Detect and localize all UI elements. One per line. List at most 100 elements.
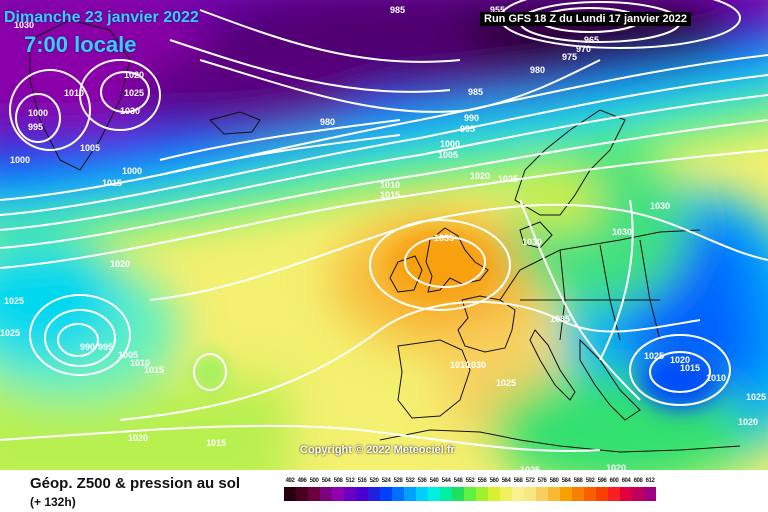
isobar-label: 1000 <box>122 166 142 176</box>
isobar-label: 995 <box>460 124 475 134</box>
legend-label: 504 <box>321 478 331 484</box>
legend-label: 592 <box>585 478 595 484</box>
isobar-label: 1025 <box>0 328 20 338</box>
isobar-label: 1030 <box>612 227 632 237</box>
isobar-label: 980 <box>320 117 335 127</box>
map-footer: Géop. Z500 & pression au sol (+ 132h) 49… <box>0 470 768 512</box>
legend-swatch <box>404 487 416 501</box>
isobar-label: 1030 <box>14 20 34 30</box>
isobar-label: 985 <box>390 5 405 15</box>
isobar-label: 1035 <box>550 314 570 324</box>
legend-label: 528 <box>393 478 403 484</box>
legend-swatch <box>476 487 488 501</box>
isobar-label: 1030 <box>650 201 670 211</box>
isobar-label: 1015 <box>144 365 164 375</box>
legend-swatch <box>488 487 500 501</box>
isobar-label: 1025 <box>644 351 664 361</box>
isobar-label: 1025 <box>520 465 540 470</box>
legend-swatch <box>380 487 392 501</box>
isobar-labels: 1030102010251030101010009951000100510001… <box>0 5 766 470</box>
legend-label: 608 <box>633 478 643 484</box>
legend-swatch <box>392 487 404 501</box>
isobar-label: 1010 <box>64 88 84 98</box>
legend-label: 584 <box>561 478 571 484</box>
legend-swatch <box>572 487 584 501</box>
legend-swatch <box>608 487 620 501</box>
legend-label: 516 <box>357 478 367 484</box>
isobar-label: 990 <box>80 342 95 352</box>
isobar-label: 1020 <box>738 417 758 427</box>
isobar-label: 1030 <box>522 237 542 247</box>
isobar-label: 1025 <box>124 88 144 98</box>
isobar-label: 1015 <box>102 178 122 188</box>
isobar-label: 985 <box>468 87 483 97</box>
isobar-label: 1020 <box>128 433 148 443</box>
isobar-label: 1015 <box>206 438 226 448</box>
legend-swatch <box>524 487 536 501</box>
isobar-label: 1020 <box>110 259 130 269</box>
legend-swatch <box>428 487 440 501</box>
legend-swatch <box>368 487 380 501</box>
legend-label: 556 <box>477 478 487 484</box>
isobar-label: 1015 <box>380 190 400 200</box>
legend-label: 576 <box>537 478 547 484</box>
legend-swatch <box>320 487 332 501</box>
legend-label: 520 <box>369 478 379 484</box>
isobar-label: 1020 <box>670 355 690 365</box>
isobar-label: 955 <box>490 5 505 15</box>
isobar-label: 1015 <box>680 363 700 373</box>
legend-swatch <box>344 487 356 501</box>
legend-label: 552 <box>465 478 475 484</box>
legend-swatch <box>296 487 308 501</box>
legend-label: 536 <box>417 478 427 484</box>
isobar-label: 1020 <box>606 463 626 470</box>
isobar-label: 975 <box>562 52 577 62</box>
legend-swatch <box>596 487 608 501</box>
legend-label: 596 <box>597 478 607 484</box>
isobar-label: 1010 <box>380 180 400 190</box>
isobar-label: 1000 <box>10 155 30 165</box>
legend-label: 600 <box>609 478 619 484</box>
legend-label: 512 <box>345 478 355 484</box>
legend-swatch <box>536 487 548 501</box>
isobar-label: 990 <box>464 113 479 123</box>
legend-swatch <box>356 487 368 501</box>
isobar-label: 1005 <box>80 143 100 153</box>
legend-swatch <box>452 487 464 501</box>
isobar-label: 1025 <box>746 392 766 402</box>
isobar-label: 1025 <box>498 174 518 184</box>
legend-swatch <box>632 487 644 501</box>
legend-swatch <box>440 487 452 501</box>
legend-label: 564 <box>501 478 511 484</box>
isobar-label: 995 <box>28 122 43 132</box>
legend-swatch <box>332 487 344 501</box>
isobar-label: 1030 <box>466 360 486 370</box>
legend-swatch <box>500 487 512 501</box>
legend-label: 572 <box>525 478 535 484</box>
legend-label: 548 <box>453 478 463 484</box>
legend-label: 560 <box>489 478 499 484</box>
product-title: Géop. Z500 & pression au sol <box>30 475 241 492</box>
isobar-label: 1035 <box>434 233 454 243</box>
isobar-label: 1005 <box>118 350 138 360</box>
copyright-notice: Copyright © 2022 Meteociel.fr <box>300 444 455 456</box>
legend-label: 604 <box>621 478 631 484</box>
legend-label: 492 <box>285 478 295 484</box>
isobar-label: 1025 <box>496 378 516 388</box>
legend-label: 496 <box>297 478 307 484</box>
legend-swatches <box>284 487 752 501</box>
legend-swatch <box>284 487 296 501</box>
isobar-label: 1020 <box>470 171 490 181</box>
legend-swatch <box>512 487 524 501</box>
legend-label: 588 <box>573 478 583 484</box>
legend-swatch <box>548 487 560 501</box>
legend-label: 612 <box>645 478 655 484</box>
color-legend: 492 496 500 504 508 512 516 520 524 528 532 536 540 5… <box>284 478 752 508</box>
legend-label: 540 <box>429 478 439 484</box>
legend-labels: 492 496 500 504 508 512 516 520 524 528 532 536 540 5… <box>284 478 752 484</box>
isobar-label: 1010 <box>450 360 470 370</box>
legend-swatch <box>464 487 476 501</box>
forecast-time: 7:00 locale <box>24 32 137 57</box>
isobar-lines <box>0 0 768 452</box>
